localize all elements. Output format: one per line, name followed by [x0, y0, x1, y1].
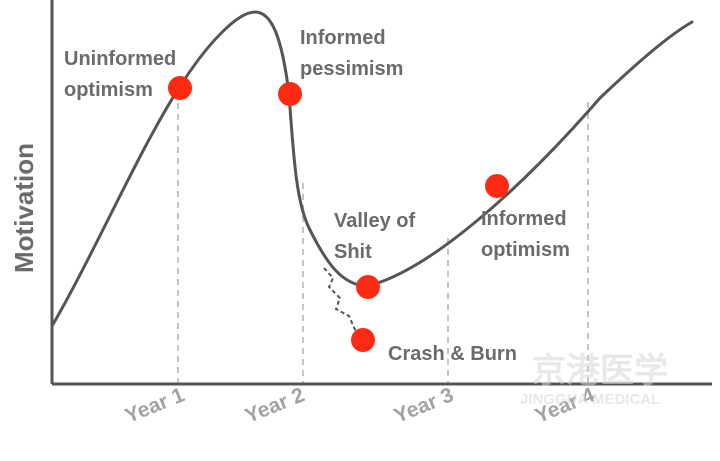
year-1-label: Year 1 — [122, 383, 188, 428]
crash-path — [323, 267, 357, 333]
valley-label-1: Valley of — [334, 210, 415, 232]
uninformed-optimism-marker — [168, 76, 192, 100]
informed-optimism-marker — [485, 174, 509, 198]
optimism-label-1: Informed — [481, 208, 567, 230]
optimism-label-2: optimism — [481, 239, 570, 261]
valley-label-2: Shit — [334, 241, 372, 263]
uninformed-label-2: optimism — [64, 79, 153, 101]
y-axis-label: Motivation — [9, 143, 39, 273]
watermark-sub: JINGGUA MEDICAL — [520, 391, 660, 408]
year-guides — [177, 92, 589, 384]
uninformed-label-1: Uninformed — [64, 48, 176, 70]
watermark: 京港医学 JINGGUA MEDICAL — [520, 351, 668, 408]
crash-burn-label: Crash & Burn — [388, 343, 517, 365]
year-3-label: Year 3 — [391, 383, 457, 428]
informed-pessimism-marker — [278, 82, 302, 106]
watermark-main: 京港医学 — [532, 351, 668, 390]
crash-burn-marker — [351, 328, 375, 352]
valley-marker — [356, 275, 380, 299]
pessimism-label-2: pessimism — [300, 58, 403, 80]
pessimism-label-1: Informed — [300, 27, 386, 49]
year-2-label: Year 2 — [242, 383, 308, 428]
